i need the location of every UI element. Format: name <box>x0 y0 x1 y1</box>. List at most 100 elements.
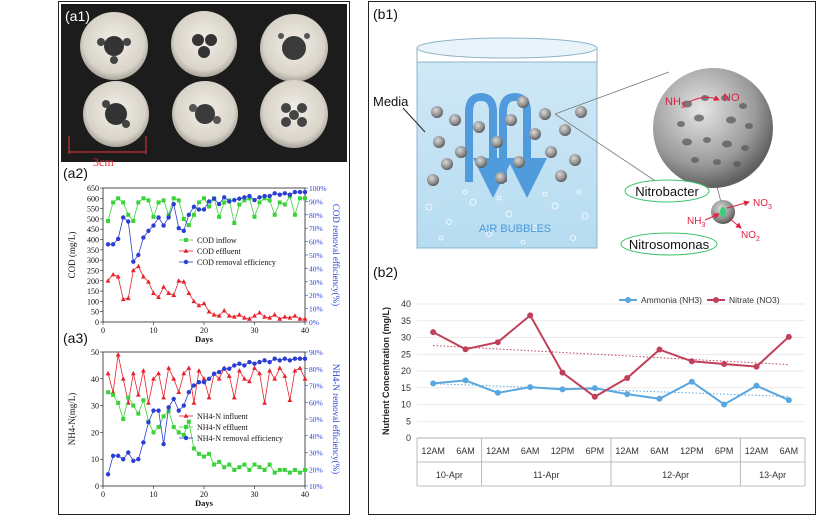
data-point <box>171 396 176 402</box>
x-axis-title: Days <box>195 334 214 344</box>
legend-swatch-marker <box>625 297 631 303</box>
data-point <box>267 368 273 373</box>
x-tick-label: 20 <box>200 490 208 499</box>
data-point <box>217 214 222 219</box>
data-point <box>131 218 136 223</box>
data-point <box>247 467 252 472</box>
data-point <box>115 274 121 279</box>
data-point <box>297 196 302 201</box>
data-point <box>151 376 156 381</box>
data-point <box>110 271 116 277</box>
data-point <box>191 204 197 209</box>
data-point <box>151 214 156 219</box>
y-axis-title: NH4-N(mg/L) <box>67 393 77 446</box>
data-point <box>292 212 297 217</box>
data-point <box>151 223 156 228</box>
data-point <box>202 454 206 459</box>
ammonia-chart: 0 10 20 30 40 50 10% 20% 30% 40% 50% 60% 70% 80% 90% 0 1… <box>67 348 341 508</box>
legend-swatch-marker <box>183 259 189 265</box>
y2-tick-label: 40% <box>309 432 323 441</box>
data-point <box>106 390 111 395</box>
x-tick-label: 12PM <box>680 446 704 456</box>
data-point <box>302 316 308 321</box>
nitrobacter-label: Nitrobacter <box>635 184 699 199</box>
nutrient-chart: 0 5 10 15 20 25 30 35 40 Nutrient Concentration (… <box>381 295 806 487</box>
data-point <box>222 465 227 470</box>
data-point <box>277 316 283 321</box>
data-point <box>303 196 307 201</box>
y-tick-label: 600 <box>87 194 99 203</box>
data-point <box>116 196 121 201</box>
data-point <box>216 201 222 207</box>
legend-label: NH4-N effluent <box>197 423 249 432</box>
nitrobacter-bubble <box>624 179 710 203</box>
series-0 <box>105 352 308 405</box>
data-point <box>226 373 232 378</box>
series-line <box>107 265 305 320</box>
data-point <box>121 457 126 462</box>
data-point <box>222 195 227 200</box>
data-point <box>125 295 131 301</box>
data-point <box>292 467 297 472</box>
data-point <box>527 384 534 391</box>
data-point <box>287 470 292 475</box>
data-point <box>181 216 186 221</box>
data-point <box>591 385 598 392</box>
data-point <box>166 365 172 370</box>
data-point <box>247 378 252 384</box>
data-point <box>151 430 156 435</box>
data-point <box>287 315 293 320</box>
data-point <box>136 252 141 258</box>
series-line <box>433 379 790 406</box>
x-tick-label: 0 <box>101 490 105 499</box>
data-point <box>166 405 171 410</box>
data-point <box>257 465 262 470</box>
data-point <box>297 356 303 361</box>
data-point <box>156 294 161 300</box>
x-tick-label: 10 <box>150 326 158 335</box>
series-line <box>107 354 306 403</box>
data-point <box>191 383 197 388</box>
data-point <box>105 370 111 376</box>
data-point <box>267 359 272 365</box>
data-point <box>156 425 161 430</box>
data-point <box>272 376 278 381</box>
data-point <box>297 189 303 195</box>
y2-tick-label: 20% <box>309 291 323 300</box>
data-point <box>688 358 695 365</box>
data-point <box>216 376 222 381</box>
data-point <box>227 366 232 371</box>
data-point <box>141 398 146 403</box>
data-point <box>292 313 298 318</box>
data-point <box>161 414 166 419</box>
data-point <box>130 370 136 376</box>
data-point <box>181 279 187 284</box>
data-point <box>196 451 201 456</box>
data-point <box>237 196 242 201</box>
data-point <box>212 462 217 467</box>
y2-tick-label: 90% <box>309 197 323 206</box>
data-point <box>151 408 156 413</box>
data-point <box>146 198 151 203</box>
y2-axis-title: COD removal efficiency(%) <box>331 204 341 306</box>
data-point <box>196 368 202 373</box>
data-point <box>272 356 277 361</box>
media-particles <box>427 96 587 186</box>
data-point <box>146 228 151 234</box>
y2-tick-label: 70% <box>309 224 323 233</box>
y2-tick-label: 0% <box>309 318 319 327</box>
scale-bar-label: 3cm <box>93 155 114 169</box>
y-axis-title: COD (mg/L) <box>67 232 77 279</box>
data-point <box>196 302 202 308</box>
group-label: 12-Apr <box>662 470 689 480</box>
data-point <box>196 207 202 212</box>
no-label-sphere: NO <box>723 92 740 104</box>
data-point <box>267 193 272 199</box>
x-axis-title: Days <box>195 498 214 508</box>
data-point <box>262 467 267 472</box>
data-point <box>161 394 166 400</box>
data-point <box>161 223 166 228</box>
y-tick-label: 40 <box>401 299 411 309</box>
data-point <box>272 191 277 196</box>
data-point <box>591 393 598 400</box>
